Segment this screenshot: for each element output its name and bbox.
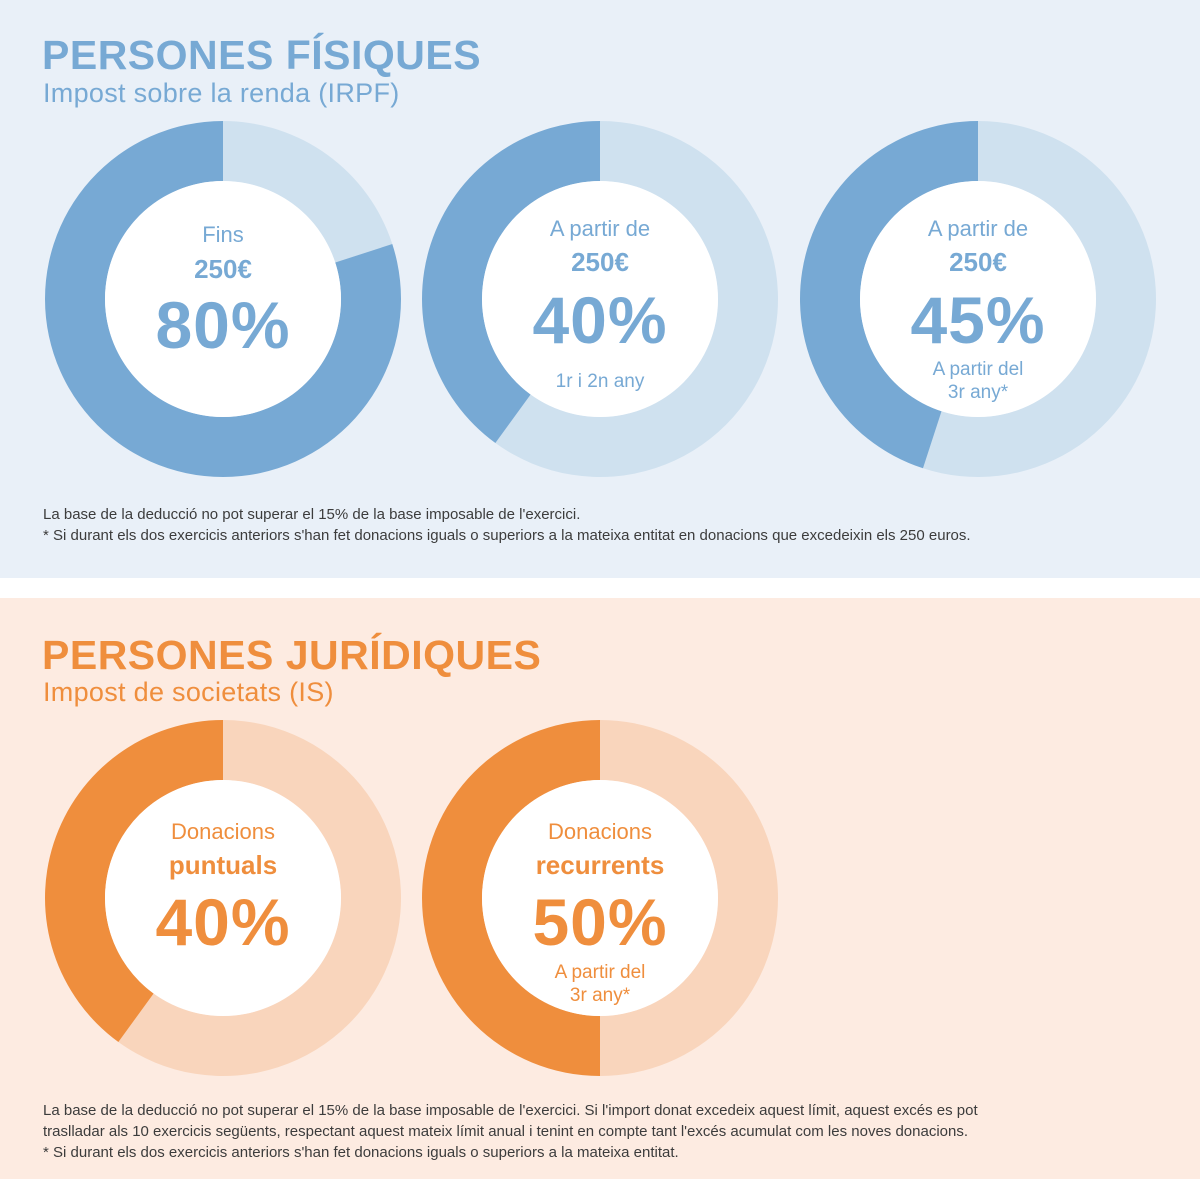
donut-pre-label: Donacions [171,819,275,844]
footnote-asterisk-line: * Si durant els dos exercicis anteriors … [43,1144,679,1161]
donut-remainder-slice [223,121,393,263]
donut-center [482,181,718,417]
donut-note-label: 1r i 2n any [555,371,645,392]
donut-remainder-slice [118,720,401,1076]
footnote-line-2: traslladar als 10 exercicis següents, re… [43,1123,969,1140]
donut-amount-label: 250€ [571,247,629,277]
donut-center [482,780,718,1016]
donut-percent-label: 80% [155,288,291,362]
donut-note-line-1: A partir del [932,359,1024,380]
donut-value-slice [422,720,600,1076]
donut-pre-label: Fins [202,222,244,247]
donut-center [860,181,1096,417]
donut-percent-label: 50% [532,885,668,959]
donut-value-slice [422,121,600,444]
donut-remainder-slice [600,720,778,1076]
donut-value-slice [45,121,401,477]
footnote-fisiques: La base de la deducció no pot superar el… [43,504,971,546]
donut-amount-label: recurrents [535,850,665,880]
section-title-fisiques: PERSONES FÍSIQUES [42,32,482,78]
donut-chart-irpf-fins-250: Fins 250€ 80% [45,121,401,477]
donut-chart-irpf-3r-any: A partir de 250€ 45% A partir del 3r any… [800,121,1156,477]
donut-percent-label: 45% [910,283,1046,357]
footnote-line: La base de la deducció no pot superar el… [43,506,581,523]
donut-chart-is-puntuals: Donacions puntuals 40% [45,720,401,1076]
donut-note-line-2: 3r any* [569,985,631,1006]
donut-note-line-2: 3r any* [947,382,1009,403]
donut-chart-is-recurrents: Donacions recurrents 50% A partir del 3r… [422,720,778,1076]
donut-note-line-1: A partir del [554,962,646,983]
donut-pre-label: Donacions [548,819,652,844]
section-subtitle-fisiques: Impost sobre la renda (IRPF) [43,78,400,108]
footnote-line-1: La base de la deducció no pot superar el… [43,1102,978,1119]
footnote-juridiques: La base de la deducció no pot superar el… [43,1100,978,1163]
donut-remainder-slice [922,121,1156,477]
footnote-asterisk-line: * Si durant els dos exercicis anteriors … [43,527,971,544]
donut-value-slice [45,720,223,1043]
donut-amount-label: 250€ [949,247,1007,277]
donut-center [105,181,341,417]
donut-value-slice [800,121,978,469]
donut-pre-label: A partir de [927,216,1029,241]
donut-remainder-slice [495,121,778,477]
section-title-juridiques: PERSONES JURÍDIQUES [42,632,542,678]
donut-pre-label: A partir de [549,216,651,241]
donut-amount-label: 250€ [194,254,252,284]
donut-percent-label: 40% [155,885,291,959]
section-subtitle-juridiques: Impost de societats (IS) [43,677,334,707]
donut-percent-label: 40% [532,283,668,357]
donut-center [105,780,341,1016]
donut-chart-irpf-1r-2n-any: A partir de 250€ 40% 1r i 2n any [422,121,778,477]
donut-amount-label: puntuals [168,850,278,880]
